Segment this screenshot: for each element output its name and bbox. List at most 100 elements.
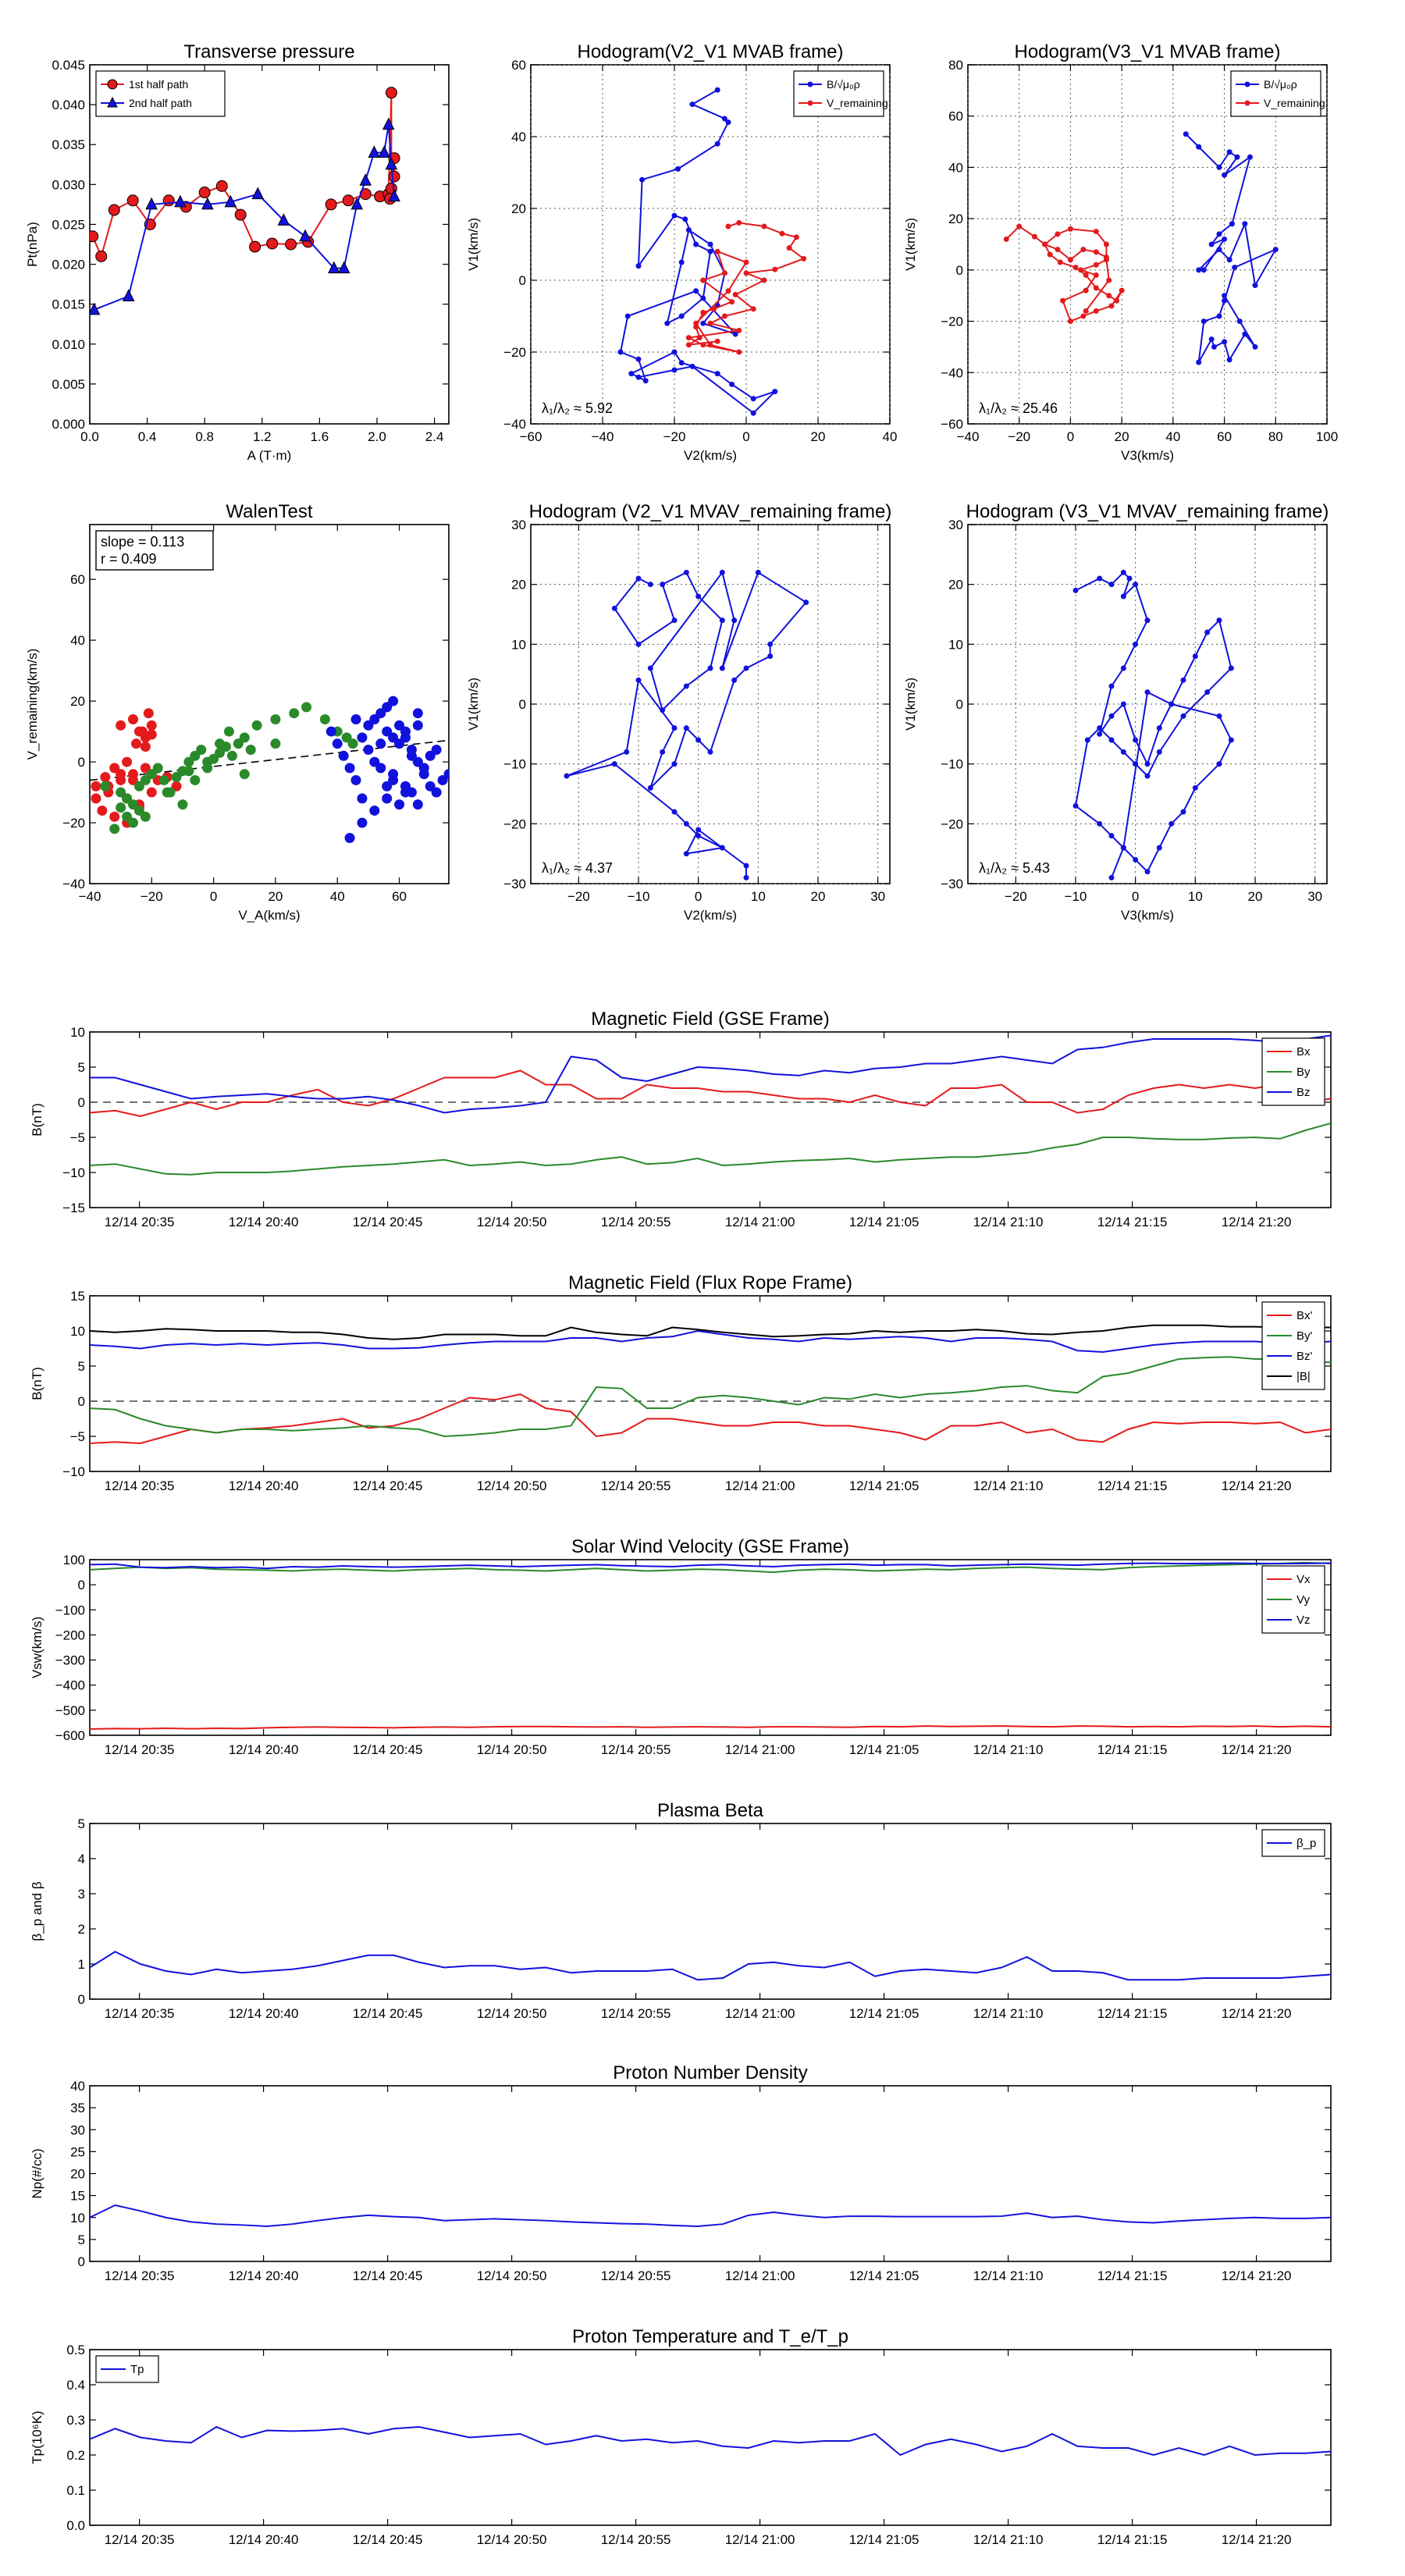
data-point — [239, 732, 250, 743]
data-point — [696, 335, 702, 341]
series-line-Bz' — [90, 1329, 1331, 1354]
x-tick-label: 12/14 20:40 — [229, 1215, 299, 1229]
panel-h3: Hodogram (V2_V1 MVAV_remaining frame) −30… — [466, 501, 891, 923]
data-point — [700, 309, 706, 315]
data-point — [1080, 247, 1087, 253]
y-tick-label: 10 — [70, 1025, 85, 1040]
legend-label: B/√μ₀ρ — [1264, 78, 1297, 91]
x-tick-label: 0.4 — [138, 429, 157, 444]
data-point — [772, 389, 778, 395]
data-point — [714, 338, 720, 344]
x-tick-label: 10 — [751, 889, 766, 904]
data-point — [1216, 247, 1222, 253]
data-point — [357, 817, 368, 828]
data-point — [285, 238, 297, 251]
data-point — [425, 750, 436, 761]
data-point — [1222, 236, 1228, 242]
data-point — [624, 749, 630, 755]
y-tick-label: 20 — [511, 578, 526, 592]
x-tick-label: 12/14 21:20 — [1222, 2268, 1292, 2283]
data-point — [611, 605, 617, 611]
data-point — [270, 738, 281, 749]
y-axis-label: Tp(10⁶K) — [30, 2411, 44, 2464]
data-point — [122, 289, 135, 301]
data-point — [1093, 308, 1099, 314]
data-point — [685, 335, 692, 341]
chart-title: Magnetic Field (Flux Rope Frame) — [568, 1272, 852, 1293]
x-tick-label: 12/14 21:20 — [1222, 1742, 1292, 1757]
plot-area — [89, 1031, 1332, 1208]
x-tick-label: 12/14 21:10 — [973, 2532, 1044, 2547]
data-point — [695, 737, 702, 743]
data-point — [1180, 809, 1186, 815]
x-tick-label: 12/14 20:35 — [105, 2532, 175, 2547]
data-point — [707, 665, 713, 671]
data-point — [239, 769, 250, 780]
x-tick-label: 12/14 21:00 — [725, 2532, 795, 2547]
data-layer — [90, 1034, 1331, 1176]
data-point — [140, 742, 151, 753]
y-axis-label: Np(#/cc) — [30, 2148, 44, 2198]
lambda-ratio: λ₁/λ₂ ≈ 5.43 — [979, 860, 1050, 876]
data-point — [1072, 265, 1079, 271]
plot-area — [89, 1559, 1332, 1736]
data-point — [750, 396, 756, 402]
data-point — [1093, 229, 1099, 235]
data-point — [443, 769, 449, 780]
data-point — [90, 302, 101, 315]
x-tick-label: 12/14 20:45 — [353, 2268, 423, 2283]
data-point — [682, 216, 688, 222]
data-point — [91, 781, 101, 792]
data-point — [1208, 241, 1215, 247]
legend-label: 2nd half path — [129, 97, 192, 109]
data-point — [344, 833, 355, 844]
data-point — [378, 145, 391, 158]
y-tick-label: 40 — [70, 633, 85, 648]
data-point — [1093, 249, 1099, 255]
data-point — [270, 713, 281, 724]
data-point — [369, 805, 380, 816]
y-tick-label: 80 — [948, 58, 963, 73]
data-point — [382, 117, 395, 130]
data-point — [786, 245, 792, 251]
data-point — [299, 229, 311, 242]
data-point — [707, 342, 713, 348]
data-point — [729, 381, 735, 387]
y-tick-label: 40 — [948, 160, 963, 175]
data-point — [325, 198, 337, 211]
y-axis-label: Pt(nPa) — [25, 222, 40, 267]
x-tick-label: 12/14 21:00 — [725, 2006, 795, 2021]
plot-area — [89, 2085, 1332, 2262]
data-point — [375, 708, 386, 719]
data-point — [251, 720, 262, 731]
y-tick-label: 1 — [78, 1957, 85, 1972]
x-tick-label: 12/14 20:50 — [477, 2006, 547, 2021]
x-tick-label: 12/14 20:55 — [601, 2268, 671, 2283]
data-point — [1216, 313, 1222, 319]
data-point — [1204, 629, 1211, 635]
data-point — [215, 738, 226, 749]
series-walen-2 — [325, 696, 449, 844]
data-point — [359, 173, 372, 186]
x-axis-label: V_A(km/s) — [238, 908, 300, 923]
data-layer — [617, 87, 807, 416]
x-tick-label: 12/14 20:50 — [477, 2268, 547, 2283]
chart-title: Hodogram (V3_V1 MVAV_remaining frame) — [966, 501, 1329, 522]
series-h3-0 — [564, 569, 809, 881]
y-tick-label: 4 — [78, 1852, 85, 1866]
data-point — [201, 197, 214, 210]
plot-area — [89, 1823, 1332, 2000]
legend-label: By' — [1297, 1329, 1313, 1343]
chart-title: WalenTest — [226, 501, 312, 522]
y-tick-label: 3 — [78, 1887, 85, 1902]
series-line-Vy — [90, 1561, 1331, 1574]
data-point — [695, 833, 702, 839]
x-tick-label: 12/14 21:20 — [1222, 1215, 1292, 1229]
x-tick-label: 0.8 — [195, 429, 214, 444]
data-point — [743, 863, 749, 869]
data-point — [146, 729, 157, 740]
data-point — [714, 87, 720, 93]
legend-frame — [793, 70, 884, 117]
data-point — [695, 593, 702, 600]
legend-label: Vx — [1297, 1573, 1311, 1586]
